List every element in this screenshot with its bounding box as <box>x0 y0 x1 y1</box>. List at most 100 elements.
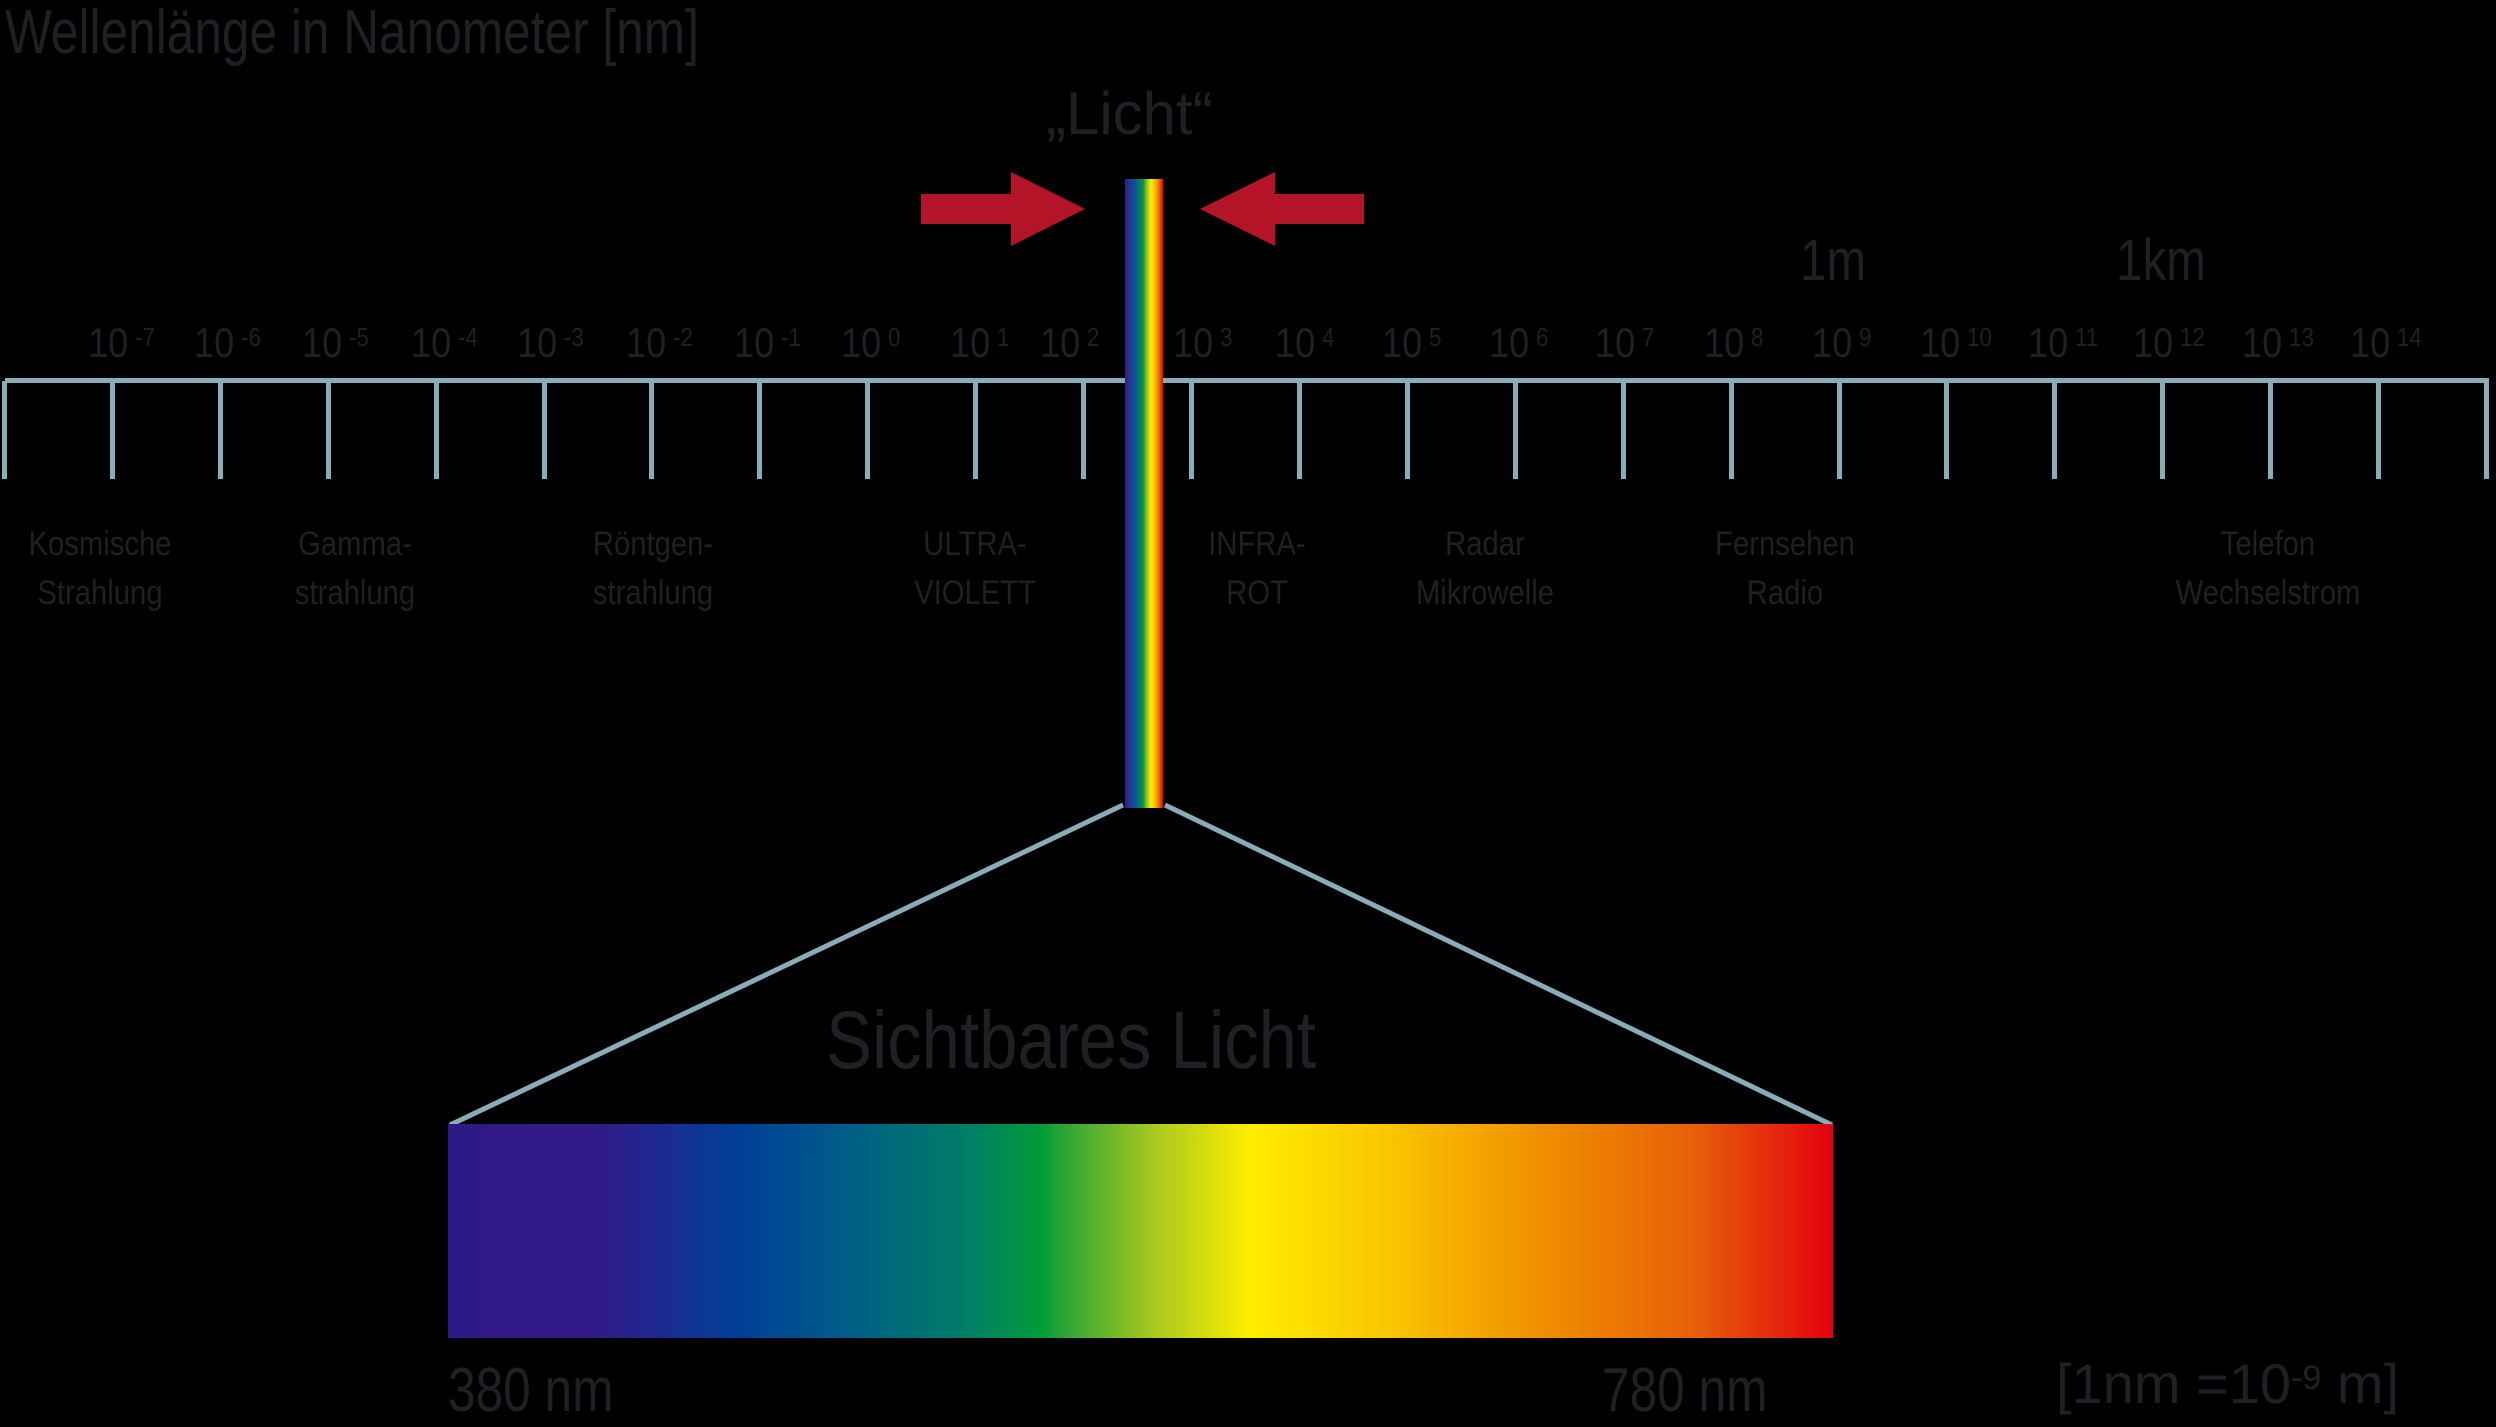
tick-label-exponent: -2 <box>673 322 693 352</box>
tick-label-exponent: 2 <box>1087 322 1100 352</box>
tick-label-exponent: -3 <box>564 322 584 352</box>
tick-label: 10 12 <box>2133 322 2205 364</box>
tick-label-exponent: -4 <box>458 322 478 352</box>
axis-tick <box>1296 381 1302 479</box>
arrow-left-icon <box>1200 172 1364 246</box>
axis-tick <box>757 381 763 479</box>
axis-tick <box>865 381 871 479</box>
unit-conversion-note: [1nm =10-9 m] <box>2056 1356 2399 1412</box>
band-label-line2: Wechselstrom <box>2175 574 2361 612</box>
band-label-line1: Fernsehen <box>1715 525 1855 563</box>
band-label-line1: Telefon <box>2220 525 2316 563</box>
tick-label-base: 10 <box>1173 319 1214 366</box>
tick-label-base: 10 <box>1920 319 1961 366</box>
tick-label-base: 10 <box>950 319 991 366</box>
tick-label: 10 5 <box>1382 322 1442 364</box>
tick-label-base: 10 <box>1275 319 1316 366</box>
band-label-line2: Radio <box>1746 574 1824 612</box>
tick-label-exponent: -5 <box>349 322 369 352</box>
axis-tick <box>2 381 7 479</box>
axis-tick <box>541 381 547 479</box>
tick-label-exponent: 3 <box>1220 322 1233 352</box>
band-label: Radar Mikrowelle <box>1416 520 1554 618</box>
axis-tick <box>649 381 655 479</box>
max-wavelength-label: 780 nm <box>1602 1356 1768 1425</box>
tick-label-base: 10 <box>1812 319 1853 366</box>
tick-label-base: 10 <box>2133 319 2174 366</box>
tick-label-base: 10 <box>88 319 129 366</box>
tick-label-base: 10 <box>194 319 235 366</box>
tick-label-base: 10 <box>302 319 343 366</box>
band-label-line2: Strahlung <box>37 574 163 612</box>
tick-label: 10 -7 <box>88 322 155 364</box>
unit-meter-label: 1m <box>1800 228 1867 293</box>
band-label: INFRA- ROT <box>1208 520 1305 618</box>
axis-line <box>5 378 2489 383</box>
min-wavelength-label: 380 nm <box>448 1356 614 1425</box>
tick-label: 10 9 <box>1812 322 1872 364</box>
tick-label-base: 10 <box>517 319 558 366</box>
tick-label-base: 10 <box>1595 319 1636 366</box>
band-label: ULTRA- VIOLETT <box>914 520 1036 618</box>
unit-kilometer-label: 1km <box>2116 228 2206 293</box>
tick-label: 10 13 <box>2242 322 2314 364</box>
tick-label-exponent: 5 <box>1429 322 1442 352</box>
tick-label-exponent: 11 <box>2075 322 2099 352</box>
tick-label: 10 4 <box>1275 322 1335 364</box>
connector-right-line <box>1163 802 1834 1128</box>
tick-label-base: 10 <box>626 319 667 366</box>
band-label-line1: Radar <box>1445 525 1525 563</box>
tick-label-exponent: 9 <box>1859 322 1872 352</box>
tick-label-exponent: 12 <box>2180 322 2205 352</box>
visible-light-title: Sichtbares Licht <box>826 995 1317 1086</box>
axis-tick <box>1836 381 1842 479</box>
axis-tick <box>2052 381 2058 479</box>
tick-label-exponent: 0 <box>888 322 901 352</box>
tick-label-base: 10 <box>1704 319 1745 366</box>
tick-label-exponent: -6 <box>241 322 261 352</box>
band-label-line1: INFRA- <box>1208 525 1306 563</box>
tick-label-exponent: 13 <box>2289 322 2314 352</box>
tick-label: 10 -1 <box>734 322 801 364</box>
tick-label: 10 -5 <box>302 322 369 364</box>
band-label-line1: ULTRA- <box>923 525 1027 563</box>
tick-label-base: 10 <box>2242 319 2283 366</box>
axis-tick <box>1404 381 1410 479</box>
band-label: Telefon Wechselstrom <box>2176 520 2361 618</box>
tick-label-base: 10 <box>734 319 775 366</box>
band-label: Kosmische Strahlung <box>28 520 171 618</box>
axis-tick <box>973 381 979 479</box>
axis-tick <box>433 381 439 479</box>
tick-label-exponent: -1 <box>781 322 801 352</box>
axis-tick <box>2160 381 2166 479</box>
connector-left-line <box>448 802 1125 1128</box>
band-label-line2: strahlung <box>592 574 714 612</box>
axis-tick <box>1728 381 1734 479</box>
tick-label: 10 2 <box>1040 322 1100 364</box>
tick-label: 10 -3 <box>517 322 584 364</box>
tick-label-base: 10 <box>1382 319 1423 366</box>
tick-label-exponent: 7 <box>1642 322 1655 352</box>
tick-label: 10 6 <box>1489 322 1549 364</box>
tick-label: 10 14 <box>2350 322 2422 364</box>
light-label: „Licht“ <box>1046 80 1213 147</box>
band-label: Fernsehen Radio <box>1715 520 1855 618</box>
band-label-line2: strahlung <box>294 574 416 612</box>
tick-label: 10 -4 <box>411 322 478 364</box>
band-label-line2: VIOLETT <box>914 574 1036 612</box>
tick-label: 10 3 <box>1173 322 1233 364</box>
band-label-line1: Kosmische <box>28 525 172 563</box>
tick-label-exponent: 14 <box>2397 322 2422 352</box>
tick-label-base: 10 <box>2028 319 2069 366</box>
band-label-line1: Röntgen- <box>592 525 714 563</box>
tick-label-exponent: -7 <box>135 322 155 352</box>
tick-label: 10 8 <box>1704 322 1764 364</box>
axis-tick <box>325 381 331 479</box>
tick-label-base: 10 <box>841 319 882 366</box>
axis-tick <box>217 381 223 479</box>
band-label-line2: Mikrowelle <box>1415 574 1555 612</box>
axis-tick <box>1944 381 1950 479</box>
conversion-prefix: [1nm =10 <box>2056 1352 2292 1415</box>
tick-label: 10 -6 <box>194 322 261 364</box>
